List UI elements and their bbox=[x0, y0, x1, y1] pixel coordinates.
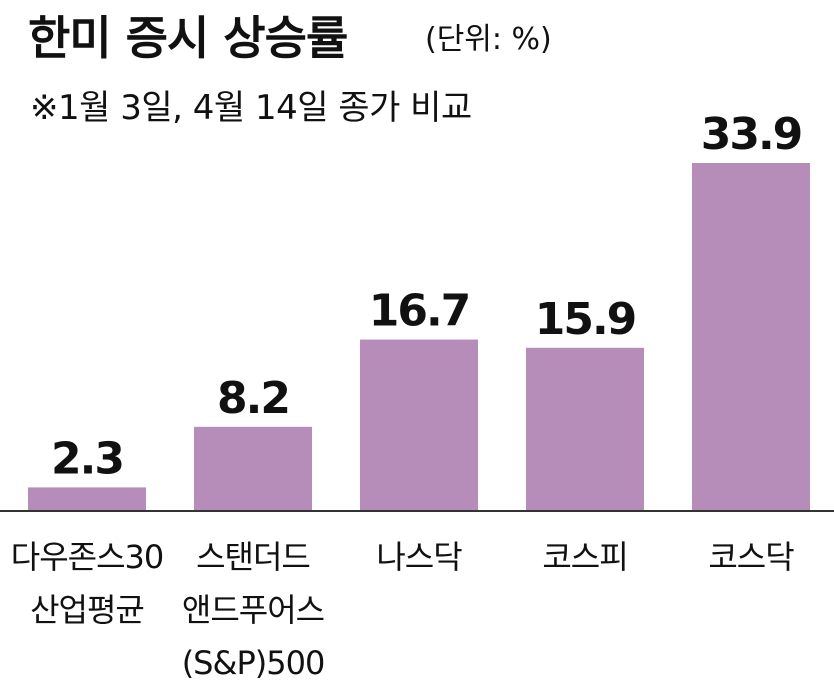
data-label-5: 33.9 bbox=[701, 109, 802, 160]
category-label-2-line-2: 앤드푸어스 bbox=[182, 591, 324, 629]
category-label-2-line-1: 스탠더드 bbox=[196, 538, 310, 576]
data-label-2: 8.2 bbox=[217, 373, 289, 424]
category-label-1-line-1: 다우존스30 bbox=[11, 538, 163, 576]
category-label-2-line-3: (S&P)500 bbox=[182, 644, 325, 682]
category-label-3-line-1: 나스닥 bbox=[376, 538, 462, 576]
chart-title: 한미 증시 상승률 bbox=[28, 11, 348, 65]
bar-3 bbox=[360, 339, 478, 511]
category-label-5-line-1: 코스닥 bbox=[708, 538, 794, 576]
bar-5 bbox=[692, 163, 810, 511]
category-label-1-line-2: 산업평균 bbox=[30, 591, 144, 629]
data-label-4: 15.9 bbox=[535, 294, 636, 345]
data-label-1: 2.3 bbox=[51, 433, 123, 484]
category-label-4-line-1: 코스피 bbox=[542, 538, 627, 576]
unit-label: (단위: %) bbox=[425, 22, 552, 57]
chart-note: ※1월 3일, 4월 14일 종가 비교 bbox=[30, 88, 472, 128]
bar-4 bbox=[526, 347, 644, 511]
bar-1 bbox=[28, 487, 146, 511]
bar-2 bbox=[194, 426, 312, 511]
data-label-3: 16.7 bbox=[369, 286, 470, 337]
